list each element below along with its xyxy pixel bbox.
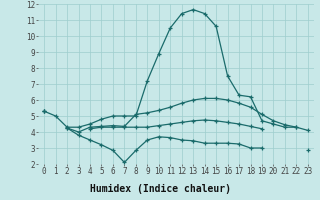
Text: Humidex (Indice chaleur): Humidex (Indice chaleur) (90, 184, 230, 194)
